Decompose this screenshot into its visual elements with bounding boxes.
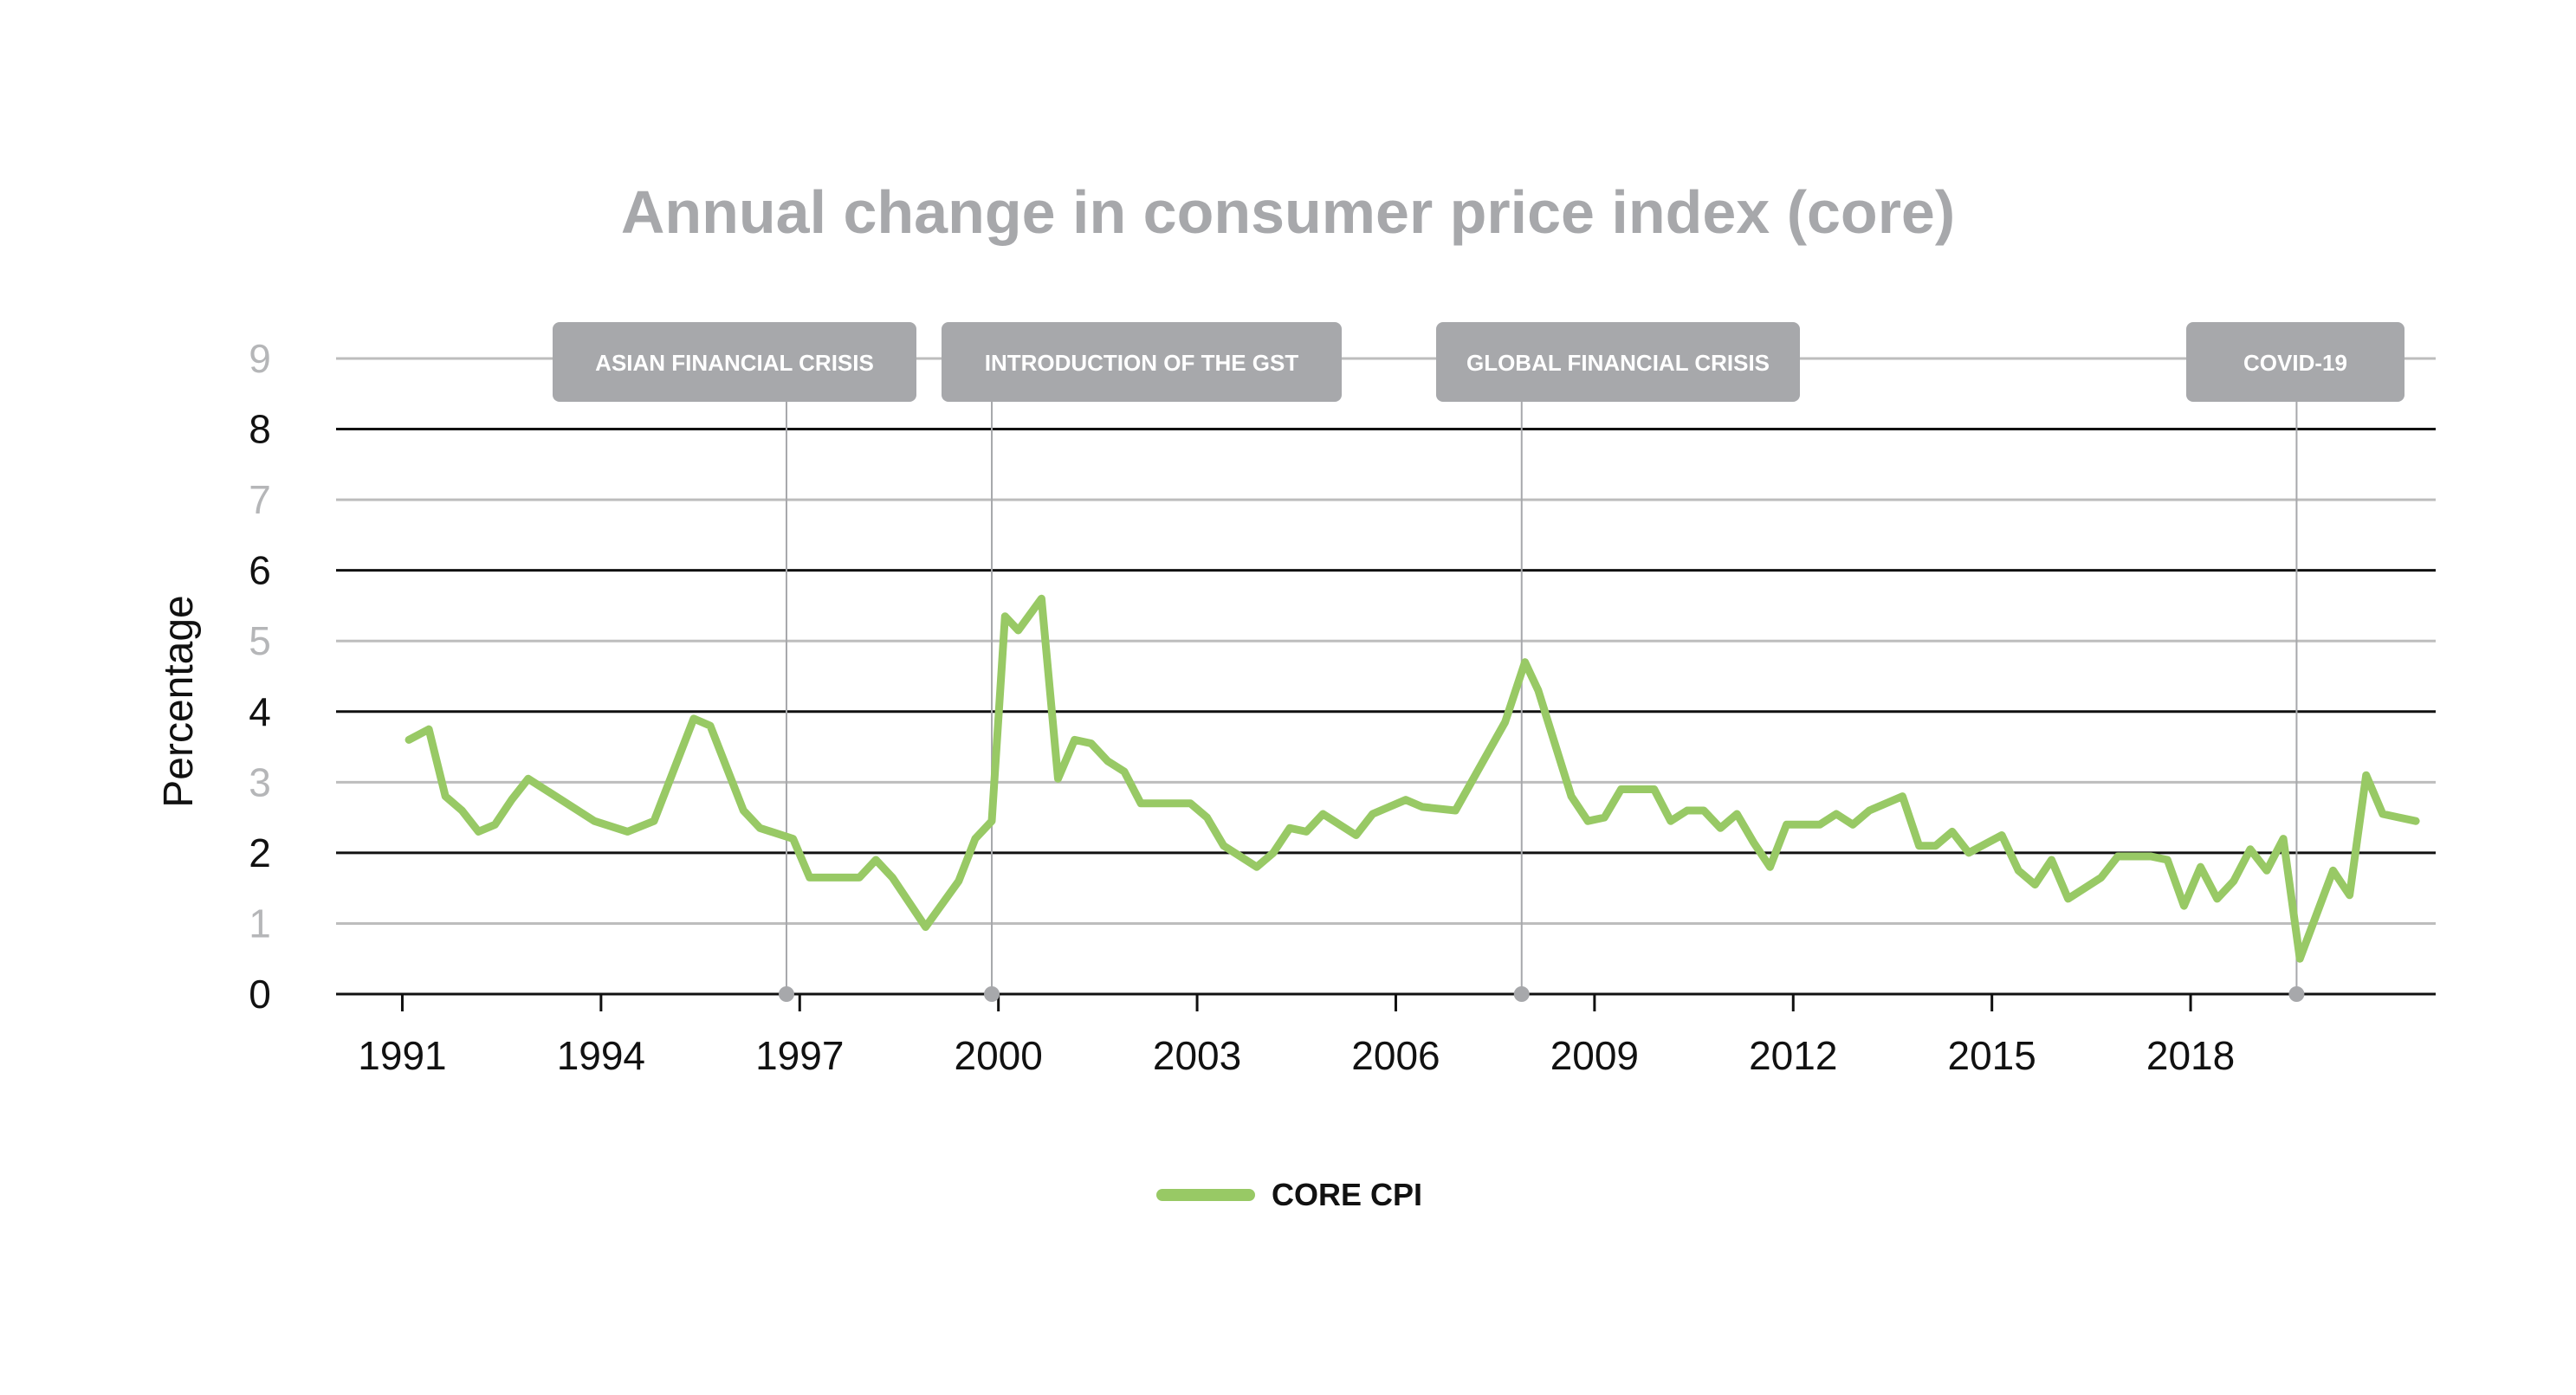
x-tick-2012: 2012 bbox=[1749, 1033, 1837, 1078]
event-1: INTRODUCTION OF THE GST bbox=[942, 322, 1342, 1002]
event-label-3: COVID-19 bbox=[2243, 350, 2347, 376]
y-tick-3: 3 bbox=[249, 759, 271, 804]
event-dot-1 bbox=[984, 986, 1000, 1002]
grid-lines bbox=[336, 357, 2436, 996]
x-tick-2015: 2015 bbox=[1948, 1033, 2036, 1078]
event-label-0: ASIAN FINANCIAL CRISIS bbox=[595, 350, 874, 376]
event-3: COVID-19 bbox=[2186, 322, 2404, 1002]
event-box-3 bbox=[2186, 322, 2404, 402]
series-line-core-cpi bbox=[405, 594, 2420, 963]
y-axis-label: Percentage bbox=[156, 595, 202, 808]
event-box-2 bbox=[1436, 322, 1800, 402]
y-tick-2: 2 bbox=[249, 830, 271, 875]
x-tick-2006: 2006 bbox=[1351, 1033, 1440, 1078]
x-tick-labels: 1991 1994 1997 2000 2003 2006 2009 2012 2015 2018 bbox=[358, 994, 2235, 1078]
x-tick-2009: 2009 bbox=[1550, 1033, 1639, 1078]
event-dot-0 bbox=[778, 986, 794, 1002]
y-tick-9: 9 bbox=[249, 336, 271, 381]
y-tick-4: 4 bbox=[249, 689, 271, 734]
y-tick-labels: 0 1 2 3 4 5 6 7 8 9 bbox=[249, 336, 271, 1017]
chart-title: Annual change in consumer price index (c… bbox=[620, 178, 1956, 246]
event-dot-2 bbox=[1513, 986, 1530, 1002]
event-dot-3 bbox=[2288, 986, 2305, 1002]
x-tick-1994: 1994 bbox=[557, 1033, 645, 1078]
legend: CORE CPI bbox=[1156, 1177, 1422, 1212]
y-tick-7: 7 bbox=[249, 477, 271, 522]
y-tick-5: 5 bbox=[249, 618, 271, 663]
event-markers: ASIAN FINANCIAL CRISIS INTRODUCTION OF TH… bbox=[553, 322, 2404, 1002]
event-box-0 bbox=[553, 322, 916, 402]
event-label-1: INTRODUCTION OF THE GST bbox=[985, 350, 1299, 376]
x-tick-2000: 2000 bbox=[954, 1033, 1042, 1078]
x-tick-2018: 2018 bbox=[2146, 1033, 2235, 1078]
event-label-2: GLOBAL FINANCIAL CRISIS bbox=[1466, 350, 1770, 376]
event-2: GLOBAL FINANCIAL CRISIS bbox=[1436, 322, 1800, 1002]
y-tick-1: 1 bbox=[249, 901, 271, 946]
series-layer bbox=[405, 594, 2420, 963]
y-tick-6: 6 bbox=[249, 548, 271, 593]
y-tick-0: 0 bbox=[249, 972, 271, 1017]
event-box-1 bbox=[942, 322, 1342, 402]
x-tick-2003: 2003 bbox=[1153, 1033, 1241, 1078]
x-tick-1991: 1991 bbox=[358, 1033, 446, 1078]
event-0: ASIAN FINANCIAL CRISIS bbox=[553, 322, 916, 1002]
y-tick-8: 8 bbox=[249, 407, 271, 452]
x-tick-1997: 1997 bbox=[755, 1033, 844, 1078]
legend-label-core-cpi: CORE CPI bbox=[1272, 1177, 1422, 1212]
